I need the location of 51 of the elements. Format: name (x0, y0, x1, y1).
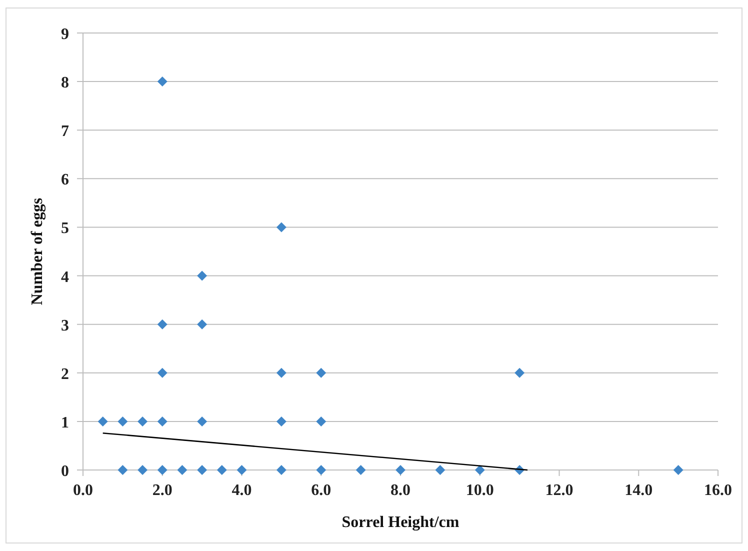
point (157, 416, 168, 426)
point (474, 465, 485, 475)
point (276, 222, 286, 232)
x-tick-label: 10.0 (466, 482, 494, 499)
point (316, 416, 326, 426)
point (138, 465, 148, 475)
point (316, 368, 326, 378)
x-tick-label: 8.0 (390, 482, 410, 499)
x-tick-label: 0.0 (73, 482, 93, 499)
point (276, 465, 286, 475)
point (98, 416, 108, 426)
x-tick-label: 16.0 (704, 482, 732, 499)
point (216, 465, 227, 475)
point (157, 76, 168, 87)
x-axis-title: Sorrel Height/cm (342, 514, 460, 531)
y-tick-label: 1 (61, 414, 69, 432)
point (276, 416, 286, 426)
point (197, 465, 208, 475)
y-tick-label: 6 (61, 172, 69, 189)
y-tick-label: 4 (61, 268, 69, 286)
x-tick-label: 2.0 (152, 482, 172, 499)
point (157, 319, 168, 330)
point (157, 465, 168, 475)
point (236, 465, 247, 475)
point (396, 465, 406, 475)
point (197, 319, 208, 330)
y-axis-title: Number of eggs (29, 198, 46, 306)
y-tick-label: 3 (61, 317, 69, 334)
point (197, 270, 208, 281)
x-tick-label: 12.0 (545, 482, 574, 499)
point (514, 368, 525, 378)
point (177, 465, 188, 475)
point (435, 465, 446, 475)
point (157, 368, 168, 378)
y-tick-label: 5 (61, 220, 69, 238)
point (197, 416, 208, 426)
x-tick-label: 6.0 (311, 482, 332, 499)
point (356, 465, 366, 475)
y-tick-label: 7 (61, 123, 69, 140)
point (138, 416, 148, 426)
y-tick-label: 0 (61, 463, 69, 480)
point (316, 465, 326, 475)
point (118, 465, 128, 475)
x-tick-label: 4.0 (232, 482, 252, 499)
x-tick-label: 14.0 (624, 482, 653, 499)
point (276, 368, 286, 378)
point (673, 465, 684, 475)
y-tick-label: 9 (61, 26, 69, 43)
point (118, 416, 128, 426)
y-tick-label: 8 (61, 74, 69, 92)
y-tick-label: 2 (61, 366, 69, 383)
